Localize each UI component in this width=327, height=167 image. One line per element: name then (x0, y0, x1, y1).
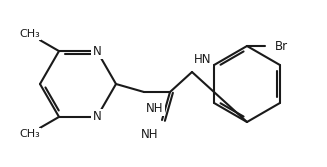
Text: NH: NH (146, 102, 164, 115)
Text: CH₃: CH₃ (19, 29, 40, 39)
Text: N: N (93, 45, 101, 58)
Text: HN: HN (194, 53, 212, 66)
Text: N: N (93, 110, 101, 123)
Text: Br: Br (275, 40, 288, 52)
Text: CH₃: CH₃ (19, 129, 40, 139)
Text: NH: NH (141, 128, 158, 141)
